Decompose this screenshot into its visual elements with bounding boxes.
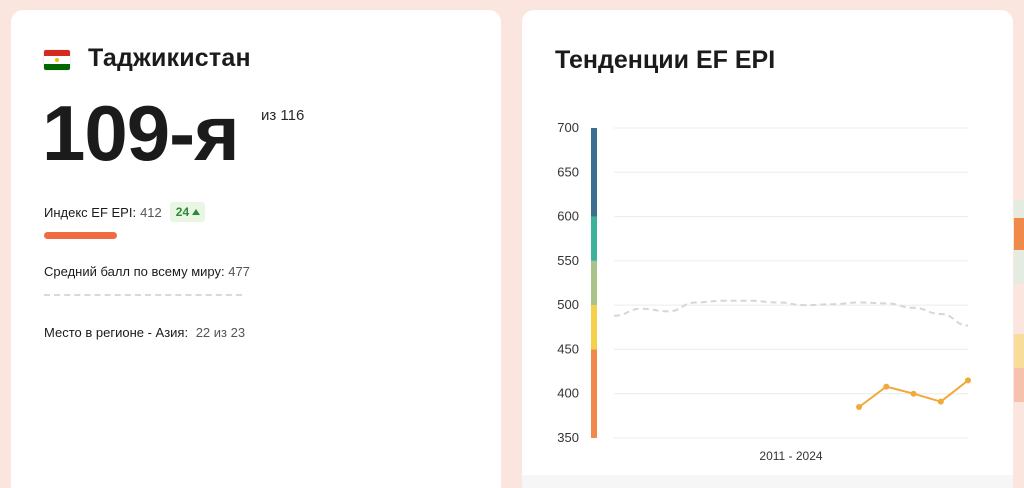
edge-decoration <box>1014 200 1024 218</box>
proficiency-band <box>591 349 597 438</box>
epi-value: 412 <box>140 204 162 220</box>
proficiency-band <box>591 216 597 261</box>
y-tick-label: 350 <box>557 430 579 445</box>
y-tick-label: 700 <box>557 120 579 135</box>
rank-value: 109-я <box>42 89 240 177</box>
tajikistan-flag-icon <box>44 50 70 70</box>
proficiency-band <box>591 260 597 306</box>
edge-decoration <box>1014 250 1024 284</box>
country-score-point <box>937 398 944 405</box>
epi-score-bar-fill <box>44 232 118 239</box>
y-tick-label: 650 <box>557 164 579 179</box>
epi-score-bar <box>44 232 222 239</box>
proficiency-band <box>591 128 597 217</box>
region-rank-label: Место в регионе - Азия: <box>44 325 189 340</box>
edge-decoration <box>1014 368 1024 402</box>
rank-of-total: из 116 <box>261 107 305 124</box>
y-tick-label: 450 <box>557 341 579 356</box>
world-average-value: 477 <box>228 264 250 279</box>
proficiency-band <box>591 305 597 350</box>
world-average-line <box>613 299 969 327</box>
region-rank-row: Место в регионе - Азия: 22 из 23 <box>44 325 245 340</box>
world-average-label: Средний балл по всему миру: <box>44 264 225 279</box>
country-score-point <box>910 390 917 397</box>
world-average-dash <box>44 294 242 296</box>
rank-change-value: 24 <box>175 205 190 219</box>
edge-decoration <box>1014 218 1024 250</box>
chart-title: Тенденции EF EPI <box>555 46 776 74</box>
region-rank-value: 22 из 23 <box>195 325 246 340</box>
trends-card: Тенденции EF EPI 700 650 600 550 500 450 400 35… <box>522 10 1013 488</box>
epi-score-row: Индекс EF EPI: 412 24 <box>44 202 206 222</box>
country-score-point <box>883 383 890 390</box>
world-average-row: Средний балл по всему миру: 477 <box>44 264 250 279</box>
country-score-point <box>965 377 971 384</box>
y-tick-label: 550 <box>557 253 579 268</box>
chart-footer <box>522 475 1013 488</box>
x-axis-label: 2011 - 2024 <box>759 449 822 463</box>
rank-change-badge: 24 <box>169 202 206 222</box>
country-score-point <box>856 404 863 410</box>
epi-label: Индекс EF EPI: <box>44 204 137 220</box>
country-name: Таджикистан <box>88 44 251 72</box>
edge-decoration <box>1014 334 1024 368</box>
y-tick-label: 400 <box>557 386 579 401</box>
arrow-up-icon <box>192 209 201 215</box>
y-tick-label: 600 <box>557 209 579 224</box>
trend-chart: 700 650 600 550 500 450 400 350 2011 - 2024 <box>557 120 971 463</box>
country-card: Таджикистан 109-я из 116 Индекс EF EPI: … <box>11 10 501 488</box>
y-tick-label: 500 <box>557 297 579 312</box>
